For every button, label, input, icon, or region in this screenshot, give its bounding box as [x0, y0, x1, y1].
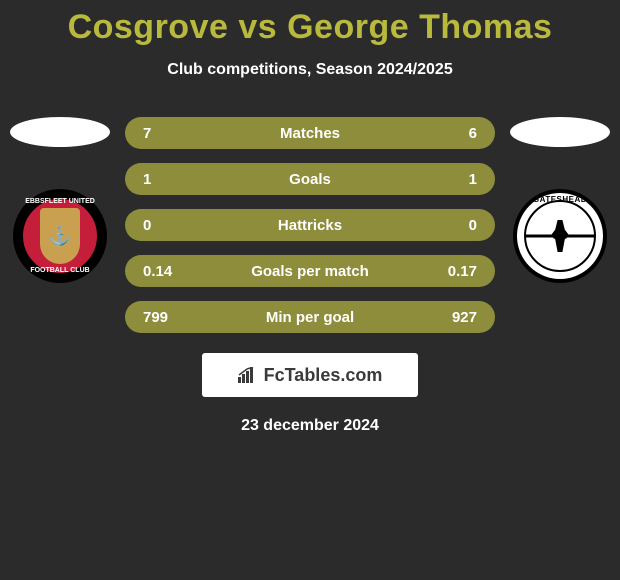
bar-chart-icon	[238, 367, 258, 383]
player-right-silhouette	[510, 117, 610, 147]
badge-inner-right	[524, 200, 596, 272]
stat-left-value: 799	[143, 309, 183, 326]
stat-left-value: 0.14	[143, 263, 183, 280]
stat-row-matches: 7 Matches 6	[125, 117, 495, 149]
stat-left-value: 7	[143, 125, 183, 142]
comparison-subtitle: Club competitions, Season 2024/2025	[0, 61, 620, 79]
stat-left-value: 0	[143, 217, 183, 234]
stat-row-hattricks: 0 Hattricks 0	[125, 209, 495, 241]
fctables-logo-text: FcTables.com	[264, 365, 383, 386]
comparison-date: 23 december 2024	[0, 417, 620, 435]
content-area: EBBSFLEET UNITED FOOTBALL CLUB ⚓ GATESHE…	[0, 117, 620, 435]
stat-right-value: 927	[437, 309, 477, 326]
badge-text-left: EBBSFLEET UNITED FOOTBALL CLUB	[23, 199, 97, 273]
comparison-title: Cosgrove vs George Thomas	[0, 0, 620, 47]
player-right-panel: GATESHEAD	[505, 117, 615, 283]
player-left-panel: EBBSFLEET UNITED FOOTBALL CLUB ⚓	[5, 117, 115, 283]
player-left-silhouette	[10, 117, 110, 147]
stat-row-goals: 1 Goals 1	[125, 163, 495, 195]
stat-right-value: 6	[437, 125, 477, 142]
stat-row-mpg: 799 Min per goal 927	[125, 301, 495, 333]
stat-row-gpm: 0.14 Goals per match 0.17	[125, 255, 495, 287]
stat-right-value: 1	[437, 171, 477, 188]
stat-label: Goals	[289, 171, 331, 188]
fctables-logo-box: FcTables.com	[202, 353, 418, 397]
stat-label: Goals per match	[251, 263, 369, 280]
stat-right-value: 0.17	[437, 263, 477, 280]
stat-right-value: 0	[437, 217, 477, 234]
stat-label: Hattricks	[278, 217, 342, 234]
stat-label: Min per goal	[266, 309, 354, 326]
stat-label: Matches	[280, 125, 340, 142]
stat-left-value: 1	[143, 171, 183, 188]
stats-column: 7 Matches 6 1 Goals 1 0 Hattricks 0 0.14…	[125, 117, 495, 333]
club-badge-right: GATESHEAD	[513, 189, 607, 283]
club-badge-left: EBBSFLEET UNITED FOOTBALL CLUB ⚓	[13, 189, 107, 283]
